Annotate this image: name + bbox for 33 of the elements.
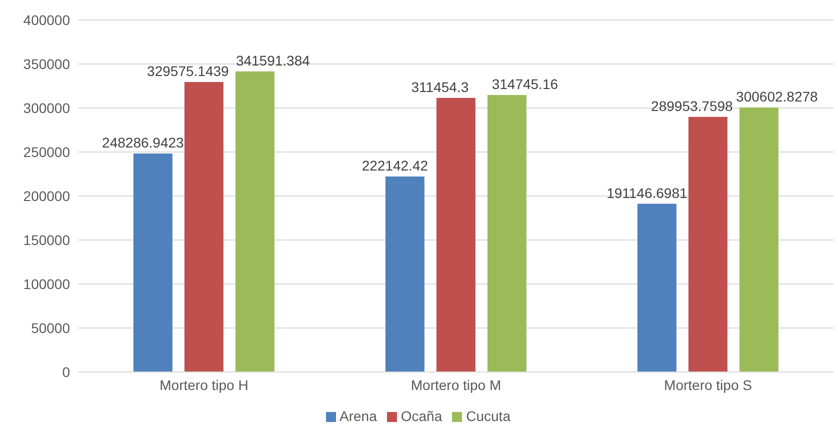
y-tick-label: 350000 (23, 56, 70, 72)
data-label: 222142.42 (362, 158, 428, 174)
y-tick-label: 100000 (23, 276, 70, 292)
bar (487, 95, 526, 372)
y-tick-label: 150000 (23, 232, 70, 248)
data-label: 341591.384 (236, 52, 310, 68)
y-tick-label: 50000 (31, 320, 70, 336)
legend-label: Arena (340, 408, 377, 424)
data-label: 311454.3 (411, 78, 469, 95)
data-label: 248286.9423 (102, 134, 184, 151)
bar (436, 98, 476, 372)
y-tick-label: 0 (62, 364, 70, 380)
legend-label: Ocaña (400, 408, 442, 424)
y-tick-label: 250000 (23, 144, 70, 160)
x-tick-label: Mortero tipo S (664, 376, 752, 393)
y-tick-label: 300000 (23, 100, 70, 116)
bar (133, 154, 172, 372)
data-label: 300602.8278 (736, 88, 818, 104)
bar (184, 82, 224, 372)
bar (385, 176, 424, 372)
data-label: 329575.1439 (147, 62, 230, 79)
x-tick-label: Mortero tipo H (160, 376, 248, 393)
data-label: 314745.16 (492, 76, 558, 92)
data-label: 289953.7598 (651, 98, 734, 114)
bar (637, 204, 676, 372)
legend-label: Cucuta (466, 408, 510, 424)
y-tick-label: 200000 (23, 188, 70, 204)
bar (235, 71, 274, 372)
y-tick-label: 400000 (23, 12, 70, 28)
bar (739, 107, 778, 372)
bar (688, 116, 728, 372)
x-tick-label: Mortero tipo M (410, 376, 502, 393)
data-label: 191146.6981 (606, 184, 688, 201)
